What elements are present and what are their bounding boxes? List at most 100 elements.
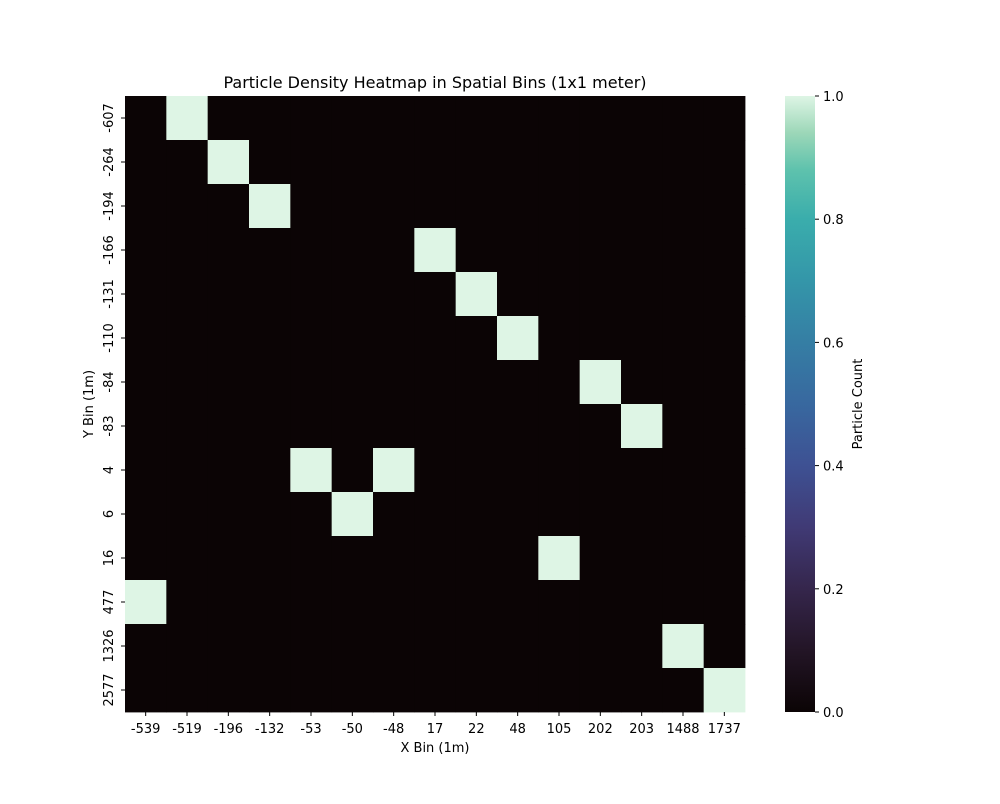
heatmap-cell <box>125 316 167 361</box>
heatmap-cell <box>497 228 539 273</box>
y-tick-label: -83 <box>102 415 117 436</box>
heatmap-cell <box>290 580 333 625</box>
heatmap-cell <box>249 140 291 185</box>
heatmap-cell <box>125 448 167 493</box>
heatmap-cell <box>166 448 209 493</box>
heatmap-cell <box>621 492 663 537</box>
heatmap-cell <box>621 184 663 229</box>
heatmap-cell <box>290 228 333 273</box>
heatmap-cell <box>331 228 374 273</box>
heatmap-cell <box>538 140 581 185</box>
heatmap-cell <box>497 492 539 537</box>
y-tick-label: -110 <box>102 323 117 353</box>
heatmap-cell <box>538 492 581 537</box>
x-tick-label: -519 <box>172 722 202 737</box>
heatmap-cell <box>331 404 374 449</box>
heatmap-cell <box>538 668 581 713</box>
heatmap-cell <box>703 580 746 625</box>
heatmap-cell <box>621 624 663 669</box>
x-tick-label: -132 <box>255 722 285 737</box>
heatmap-cell <box>290 272 333 317</box>
heatmap-cell <box>538 360 581 405</box>
heatmap-cell <box>621 536 663 581</box>
heatmap-cell <box>166 668 209 713</box>
heatmap-cell <box>621 316 663 361</box>
heatmap-cell <box>579 316 622 361</box>
heatmap-cell <box>662 580 705 625</box>
x-tick-label: 48 <box>509 722 526 737</box>
y-axis-ticks: -607 -264 -194 -166 -131 -110 -84 -83 4 6 16 477 132… <box>102 103 125 707</box>
y-tick-label: -84 <box>102 371 117 392</box>
heatmap-cell <box>621 668 663 713</box>
heatmap-cell <box>538 536 581 581</box>
y-tick-label: 4 <box>102 466 117 474</box>
heatmap-cell <box>662 184 705 229</box>
heatmap-cell <box>207 492 250 537</box>
heatmap-cell <box>538 96 581 141</box>
heatmap-cell <box>703 184 746 229</box>
heatmap-cell <box>455 404 498 449</box>
chart-title: Particle Density Heatmap in Spatial Bins… <box>223 73 646 92</box>
heatmap-cell <box>579 272 622 317</box>
heatmap-cell <box>290 360 333 405</box>
heatmap-cell <box>331 624 374 669</box>
heatmap-cell <box>331 96 374 141</box>
heatmap-cell <box>455 228 498 273</box>
heatmap-cell <box>497 580 539 625</box>
heatmap-cell <box>703 448 746 493</box>
heatmap-cell <box>207 316 250 361</box>
x-tick-label: 203 <box>629 722 654 737</box>
heatmap-cell <box>125 492 167 537</box>
heatmap-cell <box>373 668 415 713</box>
heatmap-cell <box>414 580 457 625</box>
heatmap-cell <box>166 228 209 273</box>
heatmap-cell <box>455 360 498 405</box>
heatmap-cell <box>166 140 209 185</box>
heatmap-cell <box>125 404 167 449</box>
colorbar-ticks: 0.0 0.2 0.4 0.6 0.8 1.0 <box>815 90 844 721</box>
heatmap-cell <box>331 448 374 493</box>
x-tick-label: -50 <box>342 722 363 737</box>
heatmap-cell <box>373 580 415 625</box>
heatmap-cell <box>579 448 622 493</box>
x-axis-label: X Bin (1m) <box>400 741 469 756</box>
heatmap-cell <box>538 228 581 273</box>
heatmap-cell <box>497 404 539 449</box>
heatmap-cell <box>207 272 250 317</box>
heatmap-cell <box>207 404 250 449</box>
heatmap-cell <box>373 624 415 669</box>
colorbar-tick-label: 1.0 <box>823 90 844 105</box>
heatmap-cell <box>538 624 581 669</box>
heatmap-cell <box>662 404 705 449</box>
heatmap-cell <box>373 536 415 581</box>
heatmap-cell <box>703 360 746 405</box>
heatmap-cell <box>290 184 333 229</box>
heatmap-cell <box>125 140 167 185</box>
y-tick-label: 6 <box>102 510 117 518</box>
heatmap-cell <box>249 536 291 581</box>
colorbar-tick-label: 0.4 <box>823 460 844 475</box>
heatmap-cell <box>455 668 498 713</box>
heatmap-cell <box>166 624 209 669</box>
heatmap-cell <box>166 96 209 141</box>
heatmap-cell <box>579 492 622 537</box>
heatmap-cell <box>497 316 539 361</box>
heatmap-cell <box>373 448 415 493</box>
heatmap-cell <box>579 140 622 185</box>
heatmap-cell <box>497 360 539 405</box>
heatmap-cell <box>166 184 209 229</box>
x-tick-label: -53 <box>300 722 321 737</box>
heatmap-cell <box>373 140 415 185</box>
heatmap-cell <box>579 360 622 405</box>
heatmap-cell <box>538 580 581 625</box>
heatmap-cell <box>579 536 622 581</box>
heatmap-cell <box>662 624 705 669</box>
heatmap-cell <box>414 668 457 713</box>
heatmap-cell <box>662 316 705 361</box>
heatmap-cell <box>621 404 663 449</box>
y-tick-label: 16 <box>102 550 117 567</box>
heatmap-cell <box>290 316 333 361</box>
heatmap-cell <box>455 96 498 141</box>
heatmap-cell <box>373 316 415 361</box>
heatmap-cell <box>331 360 374 405</box>
